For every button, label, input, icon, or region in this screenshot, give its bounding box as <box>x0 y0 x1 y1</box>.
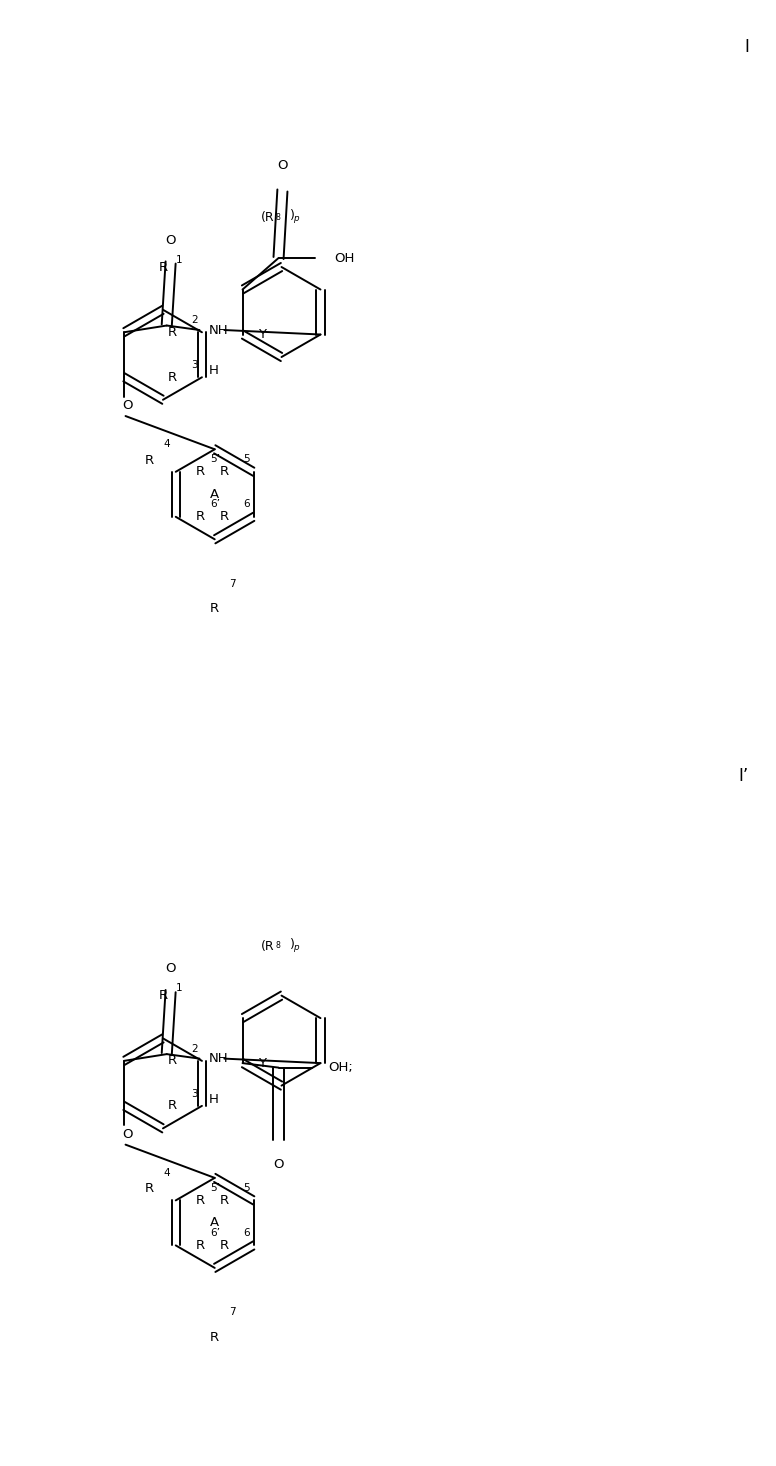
Text: R: R <box>196 510 205 523</box>
Text: R: R <box>196 1239 205 1252</box>
Text: R: R <box>220 465 229 478</box>
Text: R: R <box>168 1054 177 1067</box>
Text: R: R <box>158 990 168 1003</box>
Text: 1: 1 <box>175 255 182 265</box>
Text: 5: 5 <box>243 1183 250 1193</box>
Text: O: O <box>165 233 176 246</box>
Text: 1: 1 <box>175 984 182 994</box>
Text: NH: NH <box>209 1053 228 1066</box>
Text: I’: I’ <box>739 767 749 784</box>
Text: H: H <box>209 1092 219 1105</box>
Text: R: R <box>210 1331 220 1344</box>
Text: 7: 7 <box>229 579 235 589</box>
Text: R: R <box>210 603 220 616</box>
Text: 7: 7 <box>229 1308 235 1318</box>
Text: R: R <box>145 454 154 466</box>
Text: R: R <box>168 325 177 339</box>
Text: R: R <box>196 1193 205 1207</box>
Text: O: O <box>277 160 288 172</box>
Text: OH;: OH; <box>327 1061 352 1075</box>
Text: R: R <box>168 371 177 384</box>
Text: )$_p$: )$_p$ <box>289 208 301 227</box>
Text: R: R <box>220 1193 229 1207</box>
Text: R: R <box>220 510 229 523</box>
Text: I: I <box>744 38 749 56</box>
Text: OH: OH <box>334 252 355 264</box>
Text: (R: (R <box>262 940 275 953</box>
Text: $^8$: $^8$ <box>275 213 281 223</box>
Text: 5’: 5’ <box>210 1183 220 1193</box>
Text: 4: 4 <box>164 440 170 450</box>
Text: 6’: 6’ <box>210 500 220 510</box>
Text: R: R <box>220 1239 229 1252</box>
Text: NH: NH <box>209 324 228 337</box>
Text: R: R <box>168 1100 177 1113</box>
Text: 3: 3 <box>191 361 198 369</box>
Text: 3: 3 <box>191 1089 198 1098</box>
Text: )$_p$: )$_p$ <box>289 937 301 956</box>
Text: 6’: 6’ <box>210 1229 220 1239</box>
Text: 2: 2 <box>191 1044 198 1054</box>
Text: H: H <box>209 364 219 377</box>
Text: 4: 4 <box>164 1168 170 1179</box>
Text: O: O <box>273 1158 284 1171</box>
Text: 2: 2 <box>191 315 198 325</box>
Text: Y: Y <box>258 328 266 342</box>
Text: 6: 6 <box>243 500 250 510</box>
Text: 5: 5 <box>243 454 250 465</box>
Text: 6: 6 <box>243 1229 250 1239</box>
Text: A: A <box>210 488 220 501</box>
Text: O: O <box>123 1127 133 1141</box>
Text: A: A <box>210 1217 220 1230</box>
Text: R: R <box>196 465 205 478</box>
Text: (R: (R <box>262 211 275 224</box>
Text: O: O <box>123 399 133 412</box>
Text: R: R <box>158 261 168 274</box>
Text: $^8$: $^8$ <box>275 941 281 951</box>
Text: 5’: 5’ <box>210 454 220 465</box>
Text: Y: Y <box>258 1057 266 1070</box>
Text: O: O <box>165 962 176 975</box>
Text: R: R <box>145 1183 154 1195</box>
